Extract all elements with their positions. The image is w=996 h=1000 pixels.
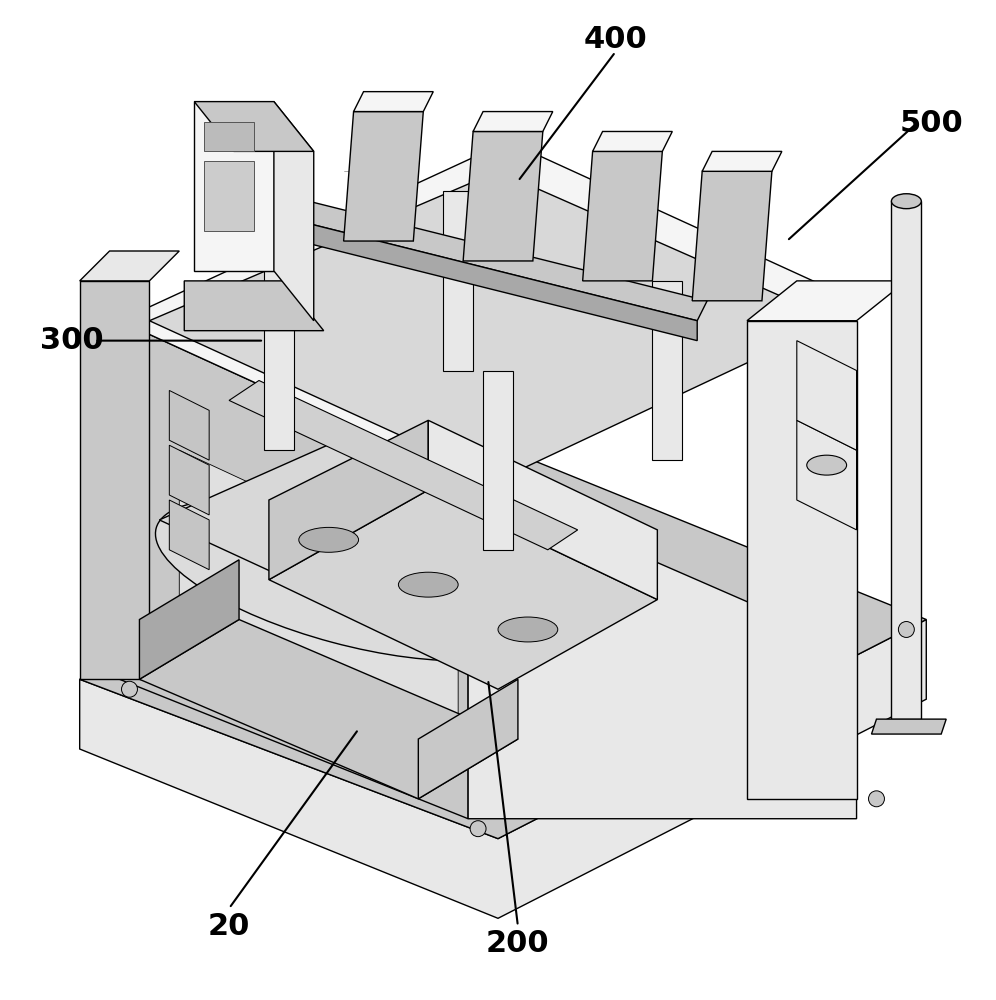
- Text: 300: 300: [40, 326, 104, 355]
- Text: 20: 20: [208, 912, 250, 941]
- Polygon shape: [872, 719, 946, 734]
- Polygon shape: [891, 201, 921, 719]
- Circle shape: [869, 791, 884, 807]
- Polygon shape: [194, 102, 274, 271]
- Polygon shape: [169, 500, 209, 570]
- Ellipse shape: [891, 194, 921, 209]
- Circle shape: [898, 622, 914, 637]
- Polygon shape: [139, 560, 239, 679]
- Ellipse shape: [299, 527, 359, 552]
- Ellipse shape: [398, 572, 458, 597]
- Polygon shape: [428, 420, 657, 600]
- Polygon shape: [593, 131, 672, 151]
- Polygon shape: [264, 271, 294, 450]
- Polygon shape: [747, 321, 857, 799]
- Polygon shape: [463, 131, 543, 261]
- Polygon shape: [797, 420, 857, 530]
- Polygon shape: [169, 390, 209, 460]
- Polygon shape: [473, 112, 553, 131]
- Polygon shape: [583, 151, 662, 281]
- Polygon shape: [274, 102, 314, 321]
- Polygon shape: [652, 281, 682, 460]
- Polygon shape: [483, 371, 513, 550]
- Polygon shape: [80, 620, 926, 918]
- Polygon shape: [692, 171, 772, 301]
- Polygon shape: [418, 679, 518, 799]
- Polygon shape: [443, 191, 473, 371]
- Polygon shape: [159, 440, 598, 639]
- Polygon shape: [269, 490, 657, 689]
- Bar: [204, 161, 254, 231]
- Polygon shape: [120, 321, 468, 819]
- Polygon shape: [269, 420, 428, 580]
- Circle shape: [470, 821, 486, 837]
- Text: 500: 500: [899, 109, 963, 138]
- Polygon shape: [702, 151, 782, 171]
- Polygon shape: [80, 251, 179, 281]
- Bar: [204, 122, 254, 151]
- Text: 400: 400: [584, 25, 647, 54]
- Polygon shape: [344, 112, 423, 241]
- Polygon shape: [468, 480, 857, 819]
- Polygon shape: [219, 181, 707, 321]
- Ellipse shape: [498, 617, 558, 642]
- Polygon shape: [194, 102, 314, 151]
- Polygon shape: [219, 201, 697, 341]
- Polygon shape: [120, 141, 857, 480]
- Polygon shape: [149, 171, 837, 480]
- Polygon shape: [354, 92, 433, 112]
- Text: 200: 200: [486, 929, 550, 958]
- Polygon shape: [139, 620, 518, 799]
- Polygon shape: [179, 450, 458, 719]
- Polygon shape: [229, 380, 578, 550]
- Polygon shape: [80, 450, 926, 839]
- Polygon shape: [797, 341, 857, 450]
- Polygon shape: [169, 445, 209, 515]
- Circle shape: [122, 681, 137, 697]
- Ellipse shape: [807, 455, 847, 475]
- Polygon shape: [184, 281, 324, 331]
- Polygon shape: [80, 281, 149, 679]
- Ellipse shape: [155, 499, 542, 661]
- Polygon shape: [747, 281, 906, 321]
